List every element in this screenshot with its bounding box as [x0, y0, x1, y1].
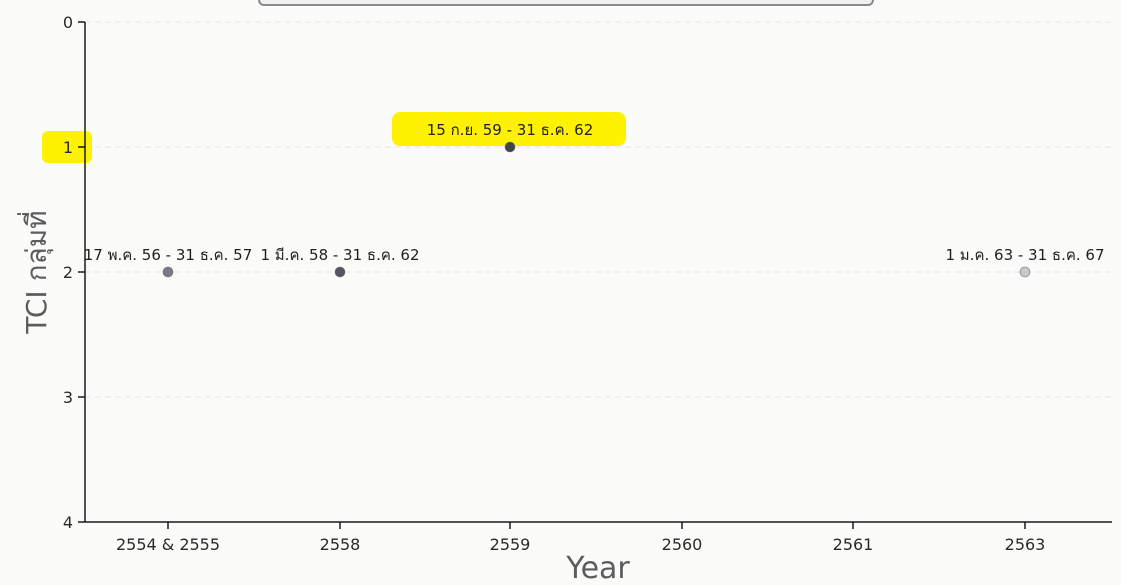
y-tick-label: 2: [63, 263, 73, 282]
data-points: 17 พ.ค. 56 - 31 ธ.ค. 57 1 มี.ค. 58 - 31 ธ…: [84, 121, 1105, 278]
label-highlight: [392, 112, 626, 146]
x-tick-label: 2559: [490, 535, 531, 554]
point-label: 1 ม.ค. 63 - 31 ธ.ค. 67: [945, 246, 1104, 264]
x-tick-label: 2554 & 2555: [116, 535, 220, 554]
y-tick-label: 4: [63, 513, 73, 532]
y-tick-label: 3: [63, 388, 73, 407]
data-point: [162, 266, 174, 278]
top-frame-edge: [258, 0, 874, 6]
gridlines: [85, 21, 1112, 398]
point-label: 17 พ.ค. 56 - 31 ธ.ค. 57: [84, 246, 253, 264]
tick-highlight: [42, 131, 92, 163]
data-point: [334, 266, 346, 278]
x-tick-label: 2560: [662, 535, 703, 554]
point-label: 15 ก.ย. 59 - 31 ธ.ค. 62: [427, 121, 594, 139]
x-ticks: 2554 & 2555 2558 2559 2560 2561 2563: [116, 522, 1045, 554]
point-label: 1 มี.ค. 58 - 31 ธ.ค. 62: [260, 246, 419, 264]
y-ticks: 0 1 2 3 4: [63, 13, 85, 532]
highlight-marks: [42, 112, 626, 163]
y-tick-label: 0: [63, 13, 73, 32]
data-point: [1019, 266, 1031, 278]
x-tick-label: 2563: [1005, 535, 1046, 554]
y-tick-label: 1: [63, 138, 73, 157]
y-axis-title: TCI กลุ่มที่: [17, 210, 54, 334]
data-point: [504, 141, 516, 153]
x-tick-label: 2558: [320, 535, 361, 554]
x-axis-title: Year: [565, 551, 630, 585]
x-tick-label: 2561: [833, 535, 874, 554]
